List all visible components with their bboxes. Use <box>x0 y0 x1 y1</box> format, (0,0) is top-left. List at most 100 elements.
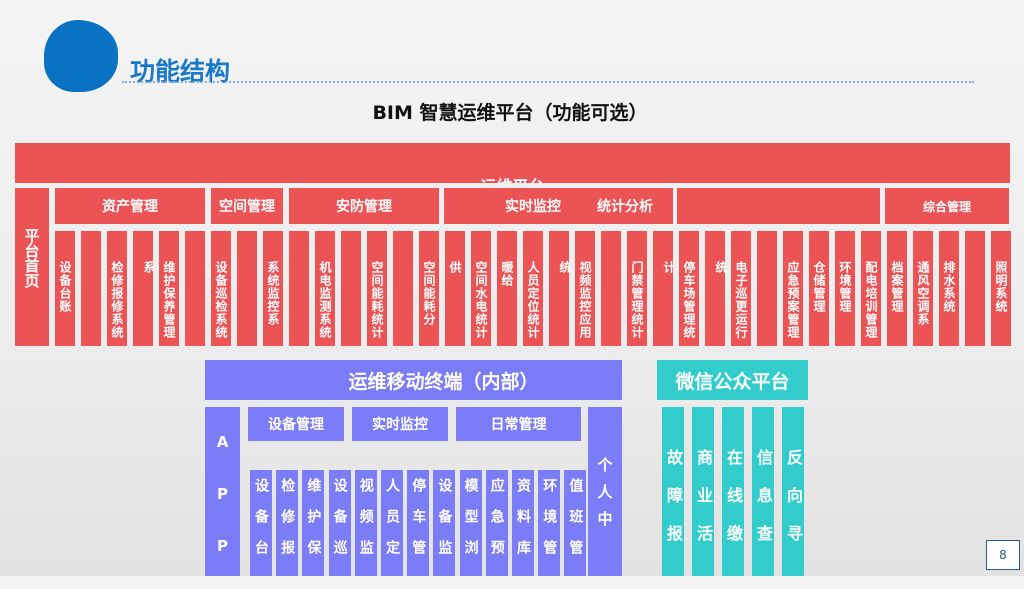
platform-module-label: 仓储管理 <box>812 261 826 313</box>
wechat-module: 故障报 <box>662 407 684 576</box>
platform-module <box>965 231 985 346</box>
wechat-module-label: 商业活 <box>694 449 713 563</box>
platform-module <box>549 231 569 346</box>
platform-module: 仓储管理 <box>809 231 829 346</box>
platform-module: 应急预案管理 <box>783 231 803 346</box>
group-general: 综合管理 <box>885 188 1009 224</box>
mobile-module-label: 环境管 <box>541 478 558 571</box>
mobile-title: 运维移动终端（内部） <box>205 360 622 400</box>
mobile-module-label: 停车管 <box>410 478 427 571</box>
platform-home-label: 平台首页 <box>22 228 41 288</box>
mobile-module: 停车管 <box>407 470 430 576</box>
logo-shape <box>44 20 118 92</box>
mobile-module-label: 视频监 <box>357 478 374 571</box>
mobile-group-device: 设备管理 <box>248 407 344 441</box>
platform-module-label: 门禁管理统计 <box>630 261 644 339</box>
platform-module <box>705 231 725 346</box>
mobile-module: 维护保 <box>302 470 325 576</box>
platform-module <box>185 231 205 346</box>
platform-module <box>133 231 153 346</box>
platform-module-label: 配电培训管理 <box>864 261 878 339</box>
mobile-module-label: 设备监 <box>436 478 453 571</box>
mobile-module-label: 值班管 <box>567 478 584 571</box>
wechat-module: 信息查 <box>752 407 774 576</box>
platform-module-label: 暖给 <box>500 261 514 287</box>
mobile-module: 应急预 <box>485 470 508 576</box>
mobile-module: 值班管 <box>564 470 587 576</box>
mobile-module: 设备巡 <box>328 470 351 576</box>
platform-module <box>757 231 777 346</box>
platform-bar: 运维平台 <box>15 143 1010 183</box>
page-number: 8 <box>986 540 1020 570</box>
wechat-module-label: 故障报 <box>664 449 683 563</box>
platform-module: 通风空调系 <box>913 231 933 346</box>
group-space: 空间管理 <box>211 188 283 224</box>
wechat-module-label: 在线缴 <box>724 449 743 563</box>
mobile-module-label: 设备巡 <box>331 478 348 571</box>
platform-module <box>601 231 621 346</box>
group-asset: 资产管理 <box>55 188 205 224</box>
platform-module-label: 通风空调系 <box>916 261 930 326</box>
mobile-module: 设备监 <box>433 470 456 576</box>
mobile-module: 模型浏 <box>459 470 482 576</box>
platform-module <box>341 231 361 346</box>
mobile-group-monitor: 实时监控 <box>352 407 448 441</box>
platform-module-label: 供 <box>448 261 462 274</box>
wechat-title: 微信公众平台 <box>657 360 808 400</box>
platform-module: 视频监控应用统 <box>558 231 595 346</box>
app-column: APP <box>205 407 240 589</box>
mobile-module: 人员定 <box>381 470 403 576</box>
wechat-module-label: 反向寻 <box>784 449 803 563</box>
mobile-module-label: 设备台 <box>253 478 269 571</box>
wechat-module: 反向寻 <box>782 407 804 576</box>
platform-module-label: 排水系统 <box>942 261 956 313</box>
platform-module <box>393 231 413 346</box>
group-blank <box>677 188 880 224</box>
group-monitor: 实时监控 统计分析 <box>444 188 673 224</box>
mobile-group-daily: 日常管理 <box>456 407 581 441</box>
mobile-module-label: 模型浏 <box>462 478 479 571</box>
group-security: 安防管理 <box>289 188 439 224</box>
platform-module-label: 停车场管理统计 <box>662 261 696 339</box>
platform-module: 空间能耗统计 <box>367 231 387 346</box>
platform-module-label: 照明系统 <box>994 261 1008 313</box>
platform-module: 空间水电统计 <box>471 231 491 346</box>
platform-module: 设备台账 <box>55 231 75 346</box>
platform-module: 停车场管理统计 <box>662 231 699 346</box>
platform-module-label: 空间能耗统计 <box>370 261 384 339</box>
platform-module-label: 维护保养管理系 <box>142 261 176 339</box>
title-divider <box>122 81 974 83</box>
platform-module: 维护保养管理系 <box>142 231 179 346</box>
platform-module-label: 系统监控系 <box>266 261 280 326</box>
platform-module: 电子巡更运行统 <box>714 231 751 346</box>
platform-module-label: 应急预案管理 <box>786 261 800 339</box>
mobile-module: 检修报 <box>276 470 299 576</box>
platform-module-label: 人员定位统计 <box>526 261 540 339</box>
platform-label: 运维平台 <box>480 173 544 183</box>
platform-module <box>653 231 673 346</box>
diagram-title: BIM 智慧运维平台（功能可选） <box>372 102 648 124</box>
platform-module: 供 <box>445 231 465 346</box>
group-monitor-label: 实时监控 <box>505 199 561 215</box>
mobile-module-label: 应急预 <box>488 478 505 571</box>
wechat-module: 在线缴 <box>722 407 744 576</box>
platform-module <box>289 231 309 346</box>
mobile-module: 资料库 <box>512 470 534 576</box>
mobile-personal: 个人中 <box>588 407 622 576</box>
mobile-personal-label: 个人中 <box>595 457 614 538</box>
platform-module: 空间能耗分 <box>419 231 439 346</box>
platform-module: 环境管理 <box>835 231 855 346</box>
platform-module-label: 档案管理 <box>890 261 904 313</box>
platform-home: 平台首页 <box>15 188 49 346</box>
platform-module: 检修报修系统 <box>107 231 127 346</box>
platform-module-label: 空间能耗分 <box>422 261 436 326</box>
platform-module <box>81 231 101 346</box>
platform-module: 暖给 <box>497 231 517 346</box>
platform-module-label: 检修报修系统 <box>110 261 124 339</box>
platform-module: 设备巡检系统 <box>211 231 231 346</box>
mobile-module-label: 资料库 <box>515 478 531 571</box>
platform-module-label: 设备台账 <box>58 261 72 313</box>
platform-module: 排水系统 <box>939 231 959 346</box>
platform-module-label: 电子巡更运行统 <box>714 261 748 339</box>
mobile-module: 设备台 <box>250 470 272 576</box>
